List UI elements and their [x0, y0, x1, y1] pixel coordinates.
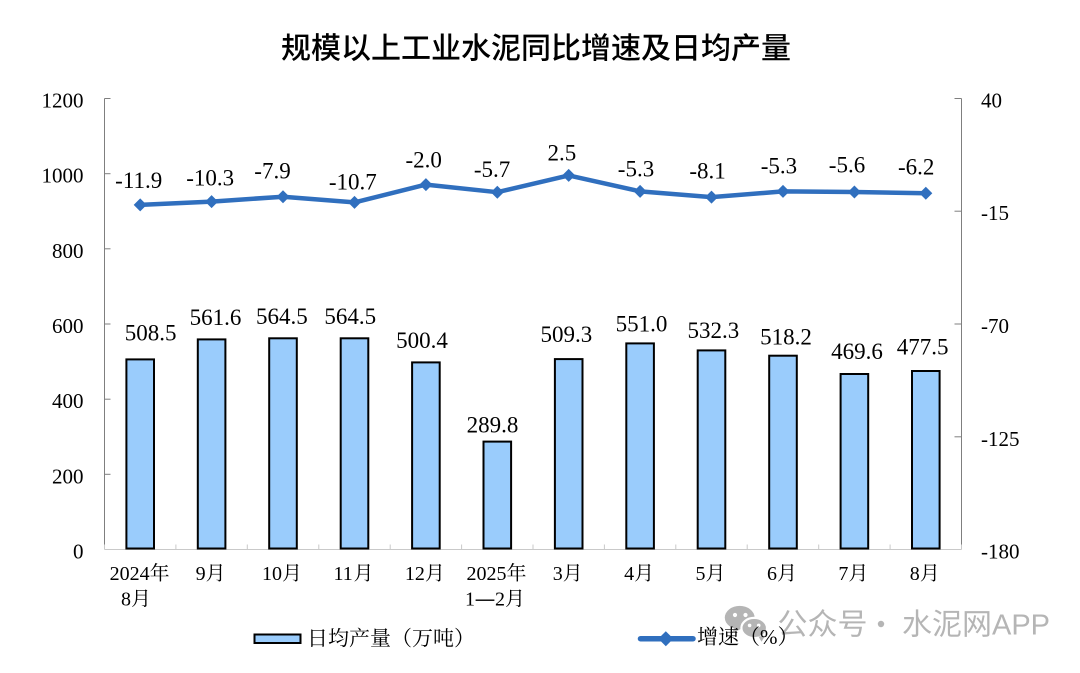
svg-text:-180: -180	[981, 540, 1020, 564]
svg-text:3: 3	[553, 563, 563, 585]
svg-text:518.2: 518.2	[760, 325, 812, 350]
svg-text:APP: APP	[992, 610, 1050, 642]
svg-text:-7.9: -7.9	[254, 159, 290, 184]
svg-text:-2.0: -2.0	[405, 148, 441, 173]
svg-text:509.3: 509.3	[541, 322, 593, 347]
svg-text:289.8: 289.8	[467, 413, 519, 438]
svg-text:1: 1	[465, 589, 475, 611]
svg-text:0: 0	[73, 540, 84, 564]
svg-text:2024: 2024	[110, 563, 150, 585]
svg-text:2.5: 2.5	[548, 141, 577, 166]
svg-text:-10.3: -10.3	[186, 166, 234, 191]
svg-text:800: 800	[52, 239, 84, 263]
svg-text:-125: -125	[981, 427, 1020, 451]
svg-text:-5.3: -5.3	[761, 153, 797, 178]
svg-text:2025: 2025	[467, 563, 507, 585]
svg-text:12: 12	[405, 563, 425, 585]
svg-text:532.3: 532.3	[688, 318, 740, 343]
svg-text:400: 400	[52, 389, 84, 413]
svg-text:1200: 1200	[42, 89, 84, 113]
svg-text:8: 8	[121, 589, 131, 611]
svg-text:10: 10	[262, 563, 282, 585]
svg-text:469.6: 469.6	[831, 339, 883, 364]
svg-text:-5.6: -5.6	[829, 152, 865, 177]
svg-text:2: 2	[495, 589, 505, 611]
svg-text:600: 600	[52, 314, 84, 338]
svg-text:-5.7: -5.7	[474, 157, 510, 182]
svg-text:9: 9	[196, 563, 206, 585]
svg-text:564.5: 564.5	[324, 304, 376, 329]
svg-text:-10.7: -10.7	[329, 169, 377, 194]
svg-text:551.0: 551.0	[616, 312, 668, 337]
svg-text:508.5: 508.5	[125, 321, 177, 346]
svg-text:5: 5	[696, 563, 706, 585]
svg-text:8: 8	[910, 563, 920, 585]
svg-text:500.4: 500.4	[396, 328, 448, 353]
svg-text:4: 4	[624, 563, 634, 585]
svg-text:6: 6	[767, 563, 777, 585]
svg-text:11: 11	[334, 563, 353, 585]
svg-text:564.5: 564.5	[256, 304, 308, 329]
svg-text:-70: -70	[981, 314, 1009, 338]
svg-text:-5.3: -5.3	[618, 156, 654, 181]
svg-text:561.6: 561.6	[190, 305, 242, 330]
svg-text:1000: 1000	[42, 164, 84, 188]
svg-text:7: 7	[838, 563, 848, 585]
svg-text:-8.1: -8.1	[689, 158, 725, 183]
svg-text:40: 40	[981, 89, 1002, 113]
svg-text:-15: -15	[981, 201, 1009, 225]
svg-text:200: 200	[52, 464, 84, 488]
svg-text:%: %	[760, 625, 778, 649]
svg-text:477.5: 477.5	[897, 335, 949, 360]
svg-text:-11.9: -11.9	[115, 168, 162, 193]
svg-text:-6.2: -6.2	[898, 154, 934, 179]
